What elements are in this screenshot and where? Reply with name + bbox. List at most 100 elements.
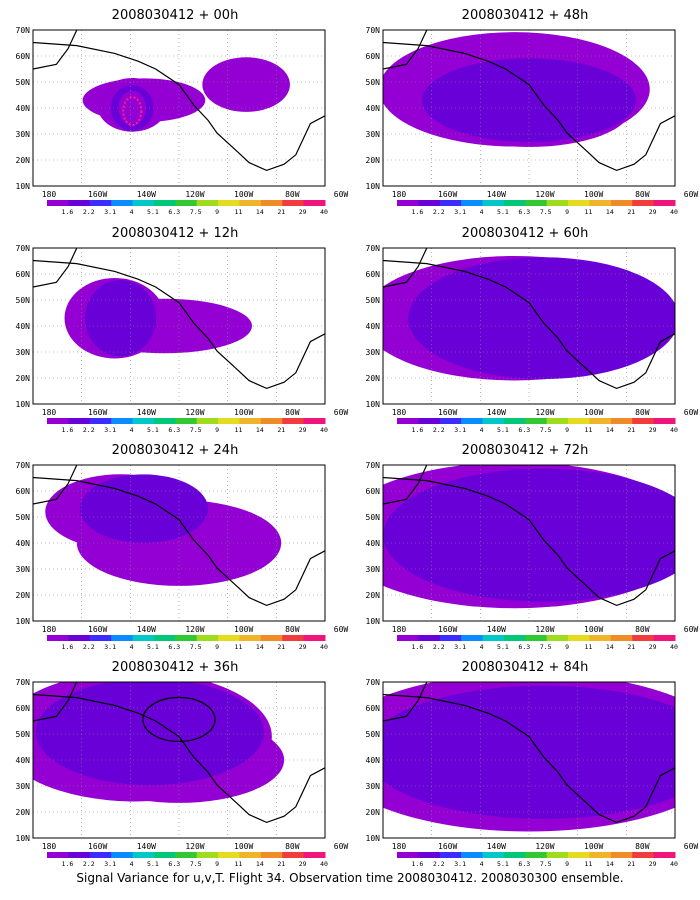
asia-coast: [33, 465, 78, 505]
coastline: [383, 248, 675, 390]
colorbar-label: 14: [256, 208, 264, 216]
north-america-coast: [383, 41, 675, 172]
plot-frame: [32, 29, 326, 187]
lat-label: 40N: [16, 104, 31, 113]
colorbar-swatch: [239, 200, 262, 206]
lon-label: 140W: [487, 190, 506, 199]
lat-label: 20N: [16, 156, 31, 165]
lon-label: 60W: [334, 842, 349, 851]
colorbar-swatch: [482, 635, 505, 641]
lat-label: 60N: [366, 52, 381, 61]
lon-label: 180: [392, 190, 407, 199]
colorbar-label: 4: [480, 208, 484, 216]
panel-48h: 2008030412 + 48h 70N 60N 50N 40N 30N 20N 10N 18…: [350, 0, 700, 220]
lon-label: 160W: [438, 190, 457, 199]
colorbar-label: 6.3: [518, 643, 530, 651]
colorbar-label: 7.5: [190, 426, 202, 434]
grid-lines: [383, 465, 675, 621]
colorbar-swatch: [525, 200, 548, 206]
lon-label: 80W: [635, 408, 650, 417]
lat-label: 50N: [16, 296, 31, 305]
lat-label: 60N: [16, 270, 31, 279]
colorbar-swatch: [89, 635, 112, 641]
colorbar-label: 1.6: [62, 426, 74, 434]
lat-label: 60N: [366, 270, 381, 279]
colorbar-swatch: [568, 852, 590, 858]
colorbar-swatch: [397, 635, 419, 641]
colorbar-swatch: [525, 418, 548, 424]
colorbar-label: 5.1: [147, 426, 159, 434]
lat-label: 60N: [16, 704, 31, 713]
lon-label: 140W: [487, 842, 506, 851]
panel-00h: 2008030412 + 00h 70N 60N 50N 40N 30N 20N 10N 18…: [0, 0, 350, 220]
lat-label: 20N: [16, 808, 31, 817]
lon-label: 120W: [185, 190, 204, 199]
lat-label: 60N: [16, 487, 31, 496]
colorbar-swatch: [260, 418, 283, 424]
lon-label: 100W: [584, 408, 603, 417]
colorbar-label: 1.6: [62, 208, 74, 216]
lat-label: 30N: [16, 565, 31, 574]
colorbar-swatch: [439, 418, 462, 424]
colorbar-swatch: [632, 200, 655, 206]
colorbar-swatch: [239, 852, 262, 858]
colorbar-swatch: [239, 418, 262, 424]
lon-label: 160W: [88, 625, 107, 634]
lat-label: 50N: [366, 78, 381, 87]
lon-label: 140W: [487, 408, 506, 417]
colorbar-swatch: [303, 635, 326, 641]
lon-label: 120W: [535, 625, 554, 634]
colorbar-label: 21: [277, 208, 285, 216]
colorbar-swatch: [397, 418, 419, 424]
panel-title: 2008030412 + 84h: [461, 660, 589, 675]
colorbar-swatch: [482, 852, 505, 858]
lat-label: 60N: [366, 487, 381, 496]
variance-map: 70N 60N 50N 40N 30N 20N 10N 180 160W 140W 120W 100W…: [16, 678, 349, 868]
colorbar-label: 4: [480, 643, 484, 651]
variance-field: [45, 474, 282, 586]
colorbar-swatch: [461, 635, 484, 641]
grid-lines: [383, 30, 675, 186]
lon-label: 160W: [438, 408, 457, 417]
colorbar-swatch: [418, 418, 441, 424]
colorbar-label: 6.3: [168, 643, 180, 651]
colorbar-label: 21: [277, 426, 285, 434]
colorbar-label: 2.2: [83, 208, 95, 216]
colorbar-label: 29: [649, 643, 657, 651]
colorbar-swatch: [260, 635, 283, 641]
colorbar-swatch: [397, 200, 419, 206]
colorbar-swatch: [218, 418, 240, 424]
colorbar-label: 11: [235, 643, 243, 651]
target-region-circle: [142, 696, 216, 743]
colorbar-label: 11: [235, 426, 243, 434]
variance-field: [383, 682, 675, 832]
lat-label: 70N: [16, 678, 31, 687]
north-america-coast: [383, 476, 675, 607]
colorbar-label: 14: [606, 643, 614, 651]
colorbar-label: 14: [606, 208, 614, 216]
colorbar-label: 2.2: [433, 426, 445, 434]
lon-label: 180: [42, 190, 57, 199]
north-america-coast: [33, 476, 325, 607]
colorbar-label: 7.5: [190, 643, 202, 651]
lon-label: 60W: [334, 190, 349, 199]
colorbar-swatch: [132, 418, 155, 424]
colorbar-swatch: [111, 418, 134, 424]
colorbar-label: 1.6: [412, 208, 424, 216]
colorbar-swatch: [68, 852, 91, 858]
lon-label: 180: [42, 625, 57, 634]
lat-label: 50N: [16, 78, 31, 87]
colorbar-swatch: [132, 852, 155, 858]
variance-contour: [422, 58, 636, 143]
lon-label: 160W: [88, 408, 107, 417]
variance-map: 70N 60N 50N 40N 30N 20N 10N 180 160W 140W 120W 100W…: [16, 244, 349, 434]
colorbar-swatch: [282, 200, 305, 206]
colorbar-label: 9: [215, 860, 219, 868]
colorbar-label: 5.1: [147, 643, 159, 651]
colorbar-label: 1.6: [62, 860, 74, 868]
colorbar-swatch: [89, 852, 112, 858]
lat-label: 20N: [366, 156, 381, 165]
colorbar-swatch: [282, 635, 305, 641]
colorbar-swatch: [196, 635, 219, 641]
lon-label: 120W: [535, 408, 554, 417]
